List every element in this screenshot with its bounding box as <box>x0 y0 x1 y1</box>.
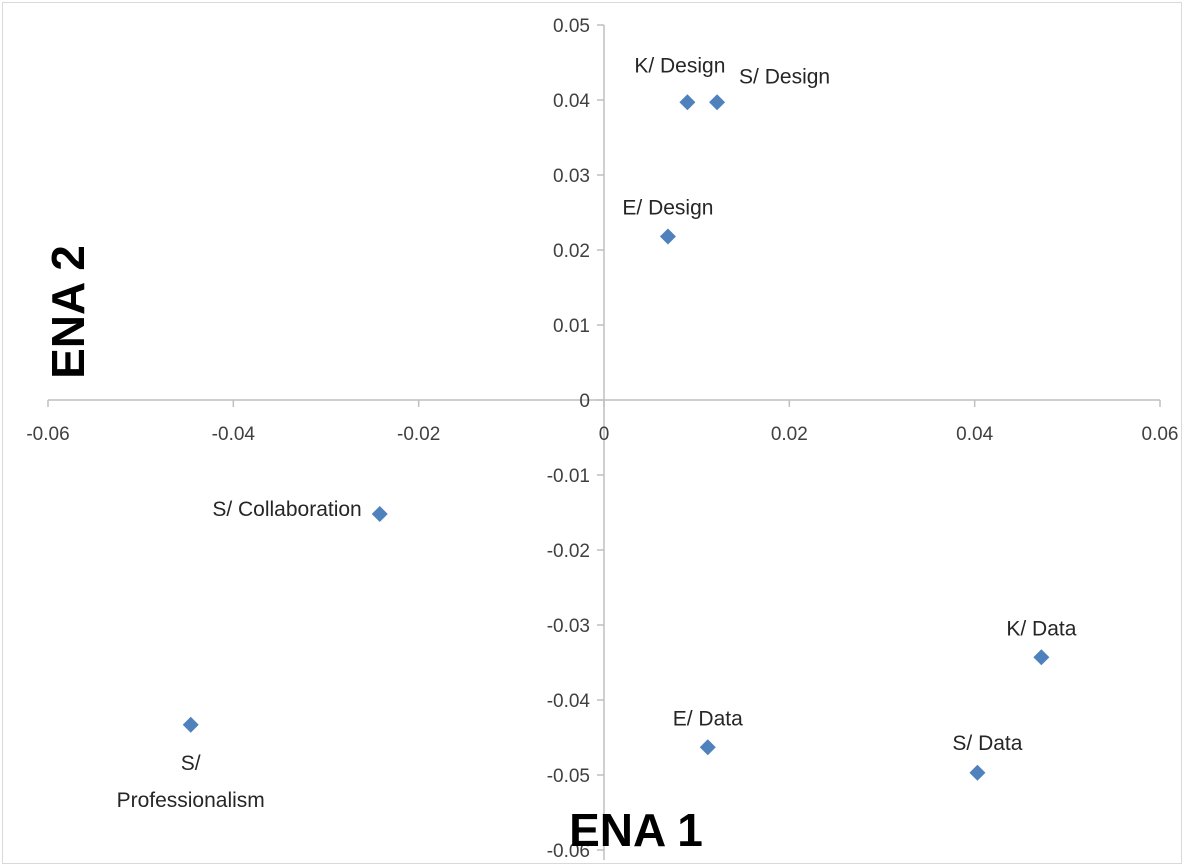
data-points <box>182 94 1050 781</box>
data-point-marker <box>699 739 716 756</box>
x-axis-title: ENA 1 <box>569 804 703 856</box>
data-point-label-line: Professionalism <box>117 789 265 812</box>
y-tick-label: -0.01 <box>547 466 590 487</box>
y-axis-title: ENA 2 <box>42 245 94 379</box>
x-tick-label: 0 <box>599 424 610 445</box>
data-point-label: S/ Data <box>952 732 1022 755</box>
y-tick-label: 0.01 <box>553 316 590 337</box>
y-tick-label: -0.02 <box>547 541 590 562</box>
data-point-label: K/ Data <box>1006 617 1076 640</box>
x-tick-label: -0.06 <box>26 424 69 445</box>
y-tick-label: -0.05 <box>547 766 590 787</box>
y-tick-label: 0.05 <box>553 16 590 37</box>
y-tick-label: -0.06 <box>547 841 590 862</box>
point-labels: K/ Design S/ Design E/ Design S/ Collaborat… <box>117 54 1077 812</box>
data-point-marker <box>969 764 986 781</box>
y-tick-label: 0.03 <box>553 166 590 187</box>
data-point-marker <box>1033 649 1050 666</box>
data-point-label-line: S/ <box>181 752 201 775</box>
data-point-marker <box>679 94 696 111</box>
tick-labels: -0.06 -0.04 -0.02 0 0.02 0.04 0.06 0.05 0.04 0.03… <box>26 16 1178 862</box>
y-tick-label: -0.04 <box>547 691 591 712</box>
data-point-marker <box>659 228 676 245</box>
data-point-label: K/ Design <box>634 54 725 77</box>
data-point-marker <box>371 506 388 522</box>
data-point-marker <box>182 716 199 733</box>
y-tick-label: 0.04 <box>553 91 590 112</box>
data-point-label: S/ Design <box>739 65 830 88</box>
x-tick-label: -0.04 <box>212 424 256 445</box>
x-tick-label: 0.02 <box>771 424 808 445</box>
y-tick-label: 0 <box>579 391 590 412</box>
data-point-marker <box>709 94 726 111</box>
x-tick-label: 0.06 <box>1142 424 1179 445</box>
data-point-label: E/ Data <box>673 707 743 730</box>
data-point-label: S/Professionalism <box>117 752 265 812</box>
y-tick-label: -0.03 <box>547 616 590 637</box>
y-tick-label: 0.02 <box>553 241 590 262</box>
data-point-label: S/ Collaboration <box>212 498 361 521</box>
x-tick-label: -0.02 <box>397 424 440 445</box>
axes <box>47 24 1161 860</box>
data-point-label: E/ Design <box>622 197 713 220</box>
x-tick-label: 0.04 <box>956 424 993 445</box>
